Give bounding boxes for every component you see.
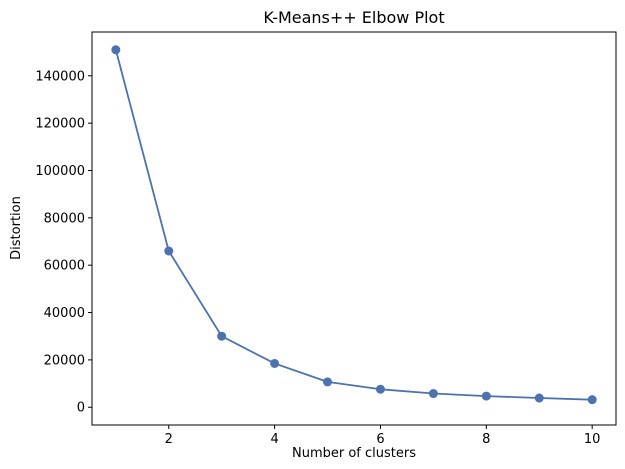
data-point: [375, 384, 385, 394]
y-tick-label: 40000: [44, 306, 85, 321]
x-tick-label: 10: [584, 432, 601, 447]
series-layer: [111, 45, 597, 405]
y-tick-label: 140000: [35, 69, 85, 84]
y-tick-label: 60000: [44, 259, 85, 274]
x-axis-label: Number of clusters: [292, 446, 416, 461]
y-tick-label: 0: [77, 401, 85, 416]
x-axis: 2 4 6 8 10: [165, 425, 601, 447]
data-point: [534, 393, 544, 403]
data-point: [217, 331, 227, 341]
data-point: [587, 395, 597, 405]
y-tick-label: 100000: [35, 164, 85, 179]
x-tick-label: 6: [376, 432, 384, 447]
data-point: [481, 391, 491, 401]
data-point: [270, 358, 280, 368]
y-axis-label: Distortion: [9, 196, 24, 260]
x-tick-label: 4: [270, 432, 278, 447]
data-point: [323, 377, 333, 387]
chart-title: K-Means++ Elbow Plot: [263, 8, 444, 27]
y-axis: 0 20000 40000 60000 80000 100000 120000 140000: [35, 69, 92, 416]
x-tick-label: 8: [482, 432, 490, 447]
y-tick-label: 80000: [44, 211, 85, 226]
y-tick-label: 120000: [35, 117, 85, 132]
data-point: [428, 389, 438, 399]
plot-frame: [91, 31, 617, 426]
y-tick-label: 20000: [44, 353, 85, 368]
data-point: [111, 45, 121, 55]
x-tick-label: 2: [165, 432, 173, 447]
series-line: [114, 49, 593, 401]
data-point: [164, 246, 174, 256]
